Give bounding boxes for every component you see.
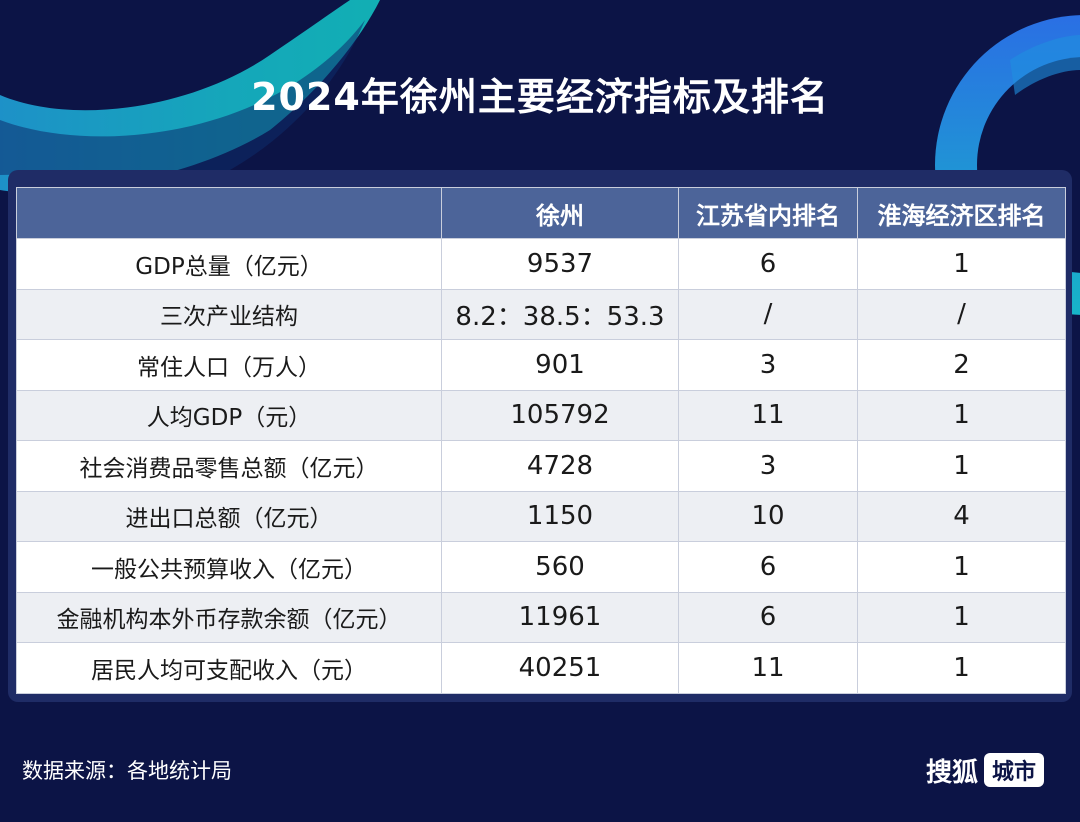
jiangsu-rank-cell: 6 (678, 238, 858, 290)
value-cell: 40251 (441, 642, 679, 694)
value-cell: 11961 (441, 591, 679, 643)
indicator-cell: 三次产业结构 (16, 288, 442, 340)
jiangsu-rank-cell: / (678, 288, 858, 340)
huaihai-rank-cell: 4 (857, 490, 1066, 542)
header-jiangsu-rank: 江苏省内排名 (678, 187, 858, 239)
indicator-cell: 进出口总额（亿元） (16, 490, 442, 542)
indicator-cell: 人均GDP（元） (16, 389, 442, 441)
table-row: GDP总量（亿元） 9537 6 1 (16, 238, 1066, 290)
jiangsu-rank-cell: 11 (678, 389, 858, 441)
page-title: 2024年徐州主要经济指标及排名 (251, 75, 829, 119)
header-xuzhou: 徐州 (441, 187, 679, 239)
jiangsu-rank-cell: 6 (678, 591, 858, 643)
value-cell: 901 (441, 339, 679, 391)
table-row: 金融机构本外币存款余额（亿元） 11961 6 1 (16, 591, 1066, 643)
brand-name: 搜狐 (926, 757, 979, 788)
jiangsu-rank-cell: 10 (678, 490, 858, 542)
indicator-cell: 居民人均可支配收入（元） (16, 642, 442, 694)
jiangsu-rank-cell: 6 (678, 541, 858, 593)
table-row: 人均GDP（元） 105792 11 1 (16, 389, 1066, 441)
header-huaihai-rank: 淮海经济区排名 (857, 187, 1066, 239)
table-row: 常住人口（万人） 901 3 2 (16, 339, 1066, 391)
table-row: 进出口总额（亿元） 1150 10 4 (16, 490, 1066, 542)
table-row: 社会消费品零售总额（亿元） 4728 3 1 (16, 440, 1066, 492)
indicator-cell: GDP总量（亿元） (16, 238, 442, 290)
indicator-cell: 一般公共预算收入（亿元） (16, 541, 442, 593)
brand-logo: 搜狐 城市 (926, 753, 1045, 788)
huaihai-rank-cell: 1 (857, 238, 1066, 290)
value-cell: 9537 (441, 238, 679, 290)
value-cell: 560 (441, 541, 679, 593)
header-indicator (16, 187, 442, 239)
table-row: 居民人均可支配收入（元） 40251 11 1 (16, 642, 1066, 694)
huaihai-rank-cell: / (857, 288, 1066, 340)
value-cell: 8.2：38.5：53.3 (441, 288, 679, 340)
value-cell: 105792 (441, 389, 679, 441)
indicators-table: 徐州 江苏省内排名 淮海经济区排名 GDP总量（亿元） 9537 6 1 三次产… (16, 187, 1066, 694)
huaihai-rank-cell: 1 (857, 642, 1066, 694)
data-source-note: 数据来源：各地统计局 (22, 759, 232, 783)
table-header-row: 徐州 江苏省内排名 淮海经济区排名 (16, 187, 1066, 239)
huaihai-rank-cell: 1 (857, 389, 1066, 441)
indicator-cell: 金融机构本外币存款余额（亿元） (16, 591, 442, 643)
huaihai-rank-cell: 2 (857, 339, 1066, 391)
table-row: 三次产业结构 8.2：38.5：53.3 / / (16, 288, 1066, 340)
indicator-cell: 常住人口（万人） (16, 339, 442, 391)
huaihai-rank-cell: 1 (857, 591, 1066, 643)
table-row: 一般公共预算收入（亿元） 560 6 1 (16, 541, 1066, 593)
indicator-cell: 社会消费品零售总额（亿元） (16, 440, 442, 492)
value-cell: 1150 (441, 490, 679, 542)
jiangsu-rank-cell: 11 (678, 642, 858, 694)
jiangsu-rank-cell: 3 (678, 339, 858, 391)
huaihai-rank-cell: 1 (857, 541, 1066, 593)
jiangsu-rank-cell: 3 (678, 440, 858, 492)
huaihai-rank-cell: 1 (857, 440, 1066, 492)
value-cell: 4728 (441, 440, 679, 492)
brand-tag: 城市 (984, 753, 1045, 787)
